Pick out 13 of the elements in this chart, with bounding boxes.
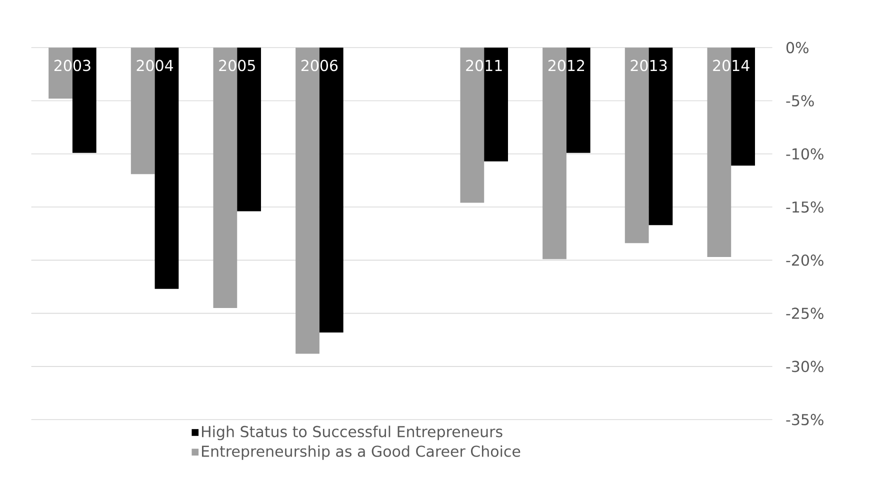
y-tick-label: -25% [786, 308, 824, 319]
legend-label: Entrepreneurship as a Good Career Choice [202, 445, 520, 460]
y-tick-label: -35% [786, 414, 824, 426]
y-tick-label: -10% [786, 148, 824, 160]
y-tick-label: -20% [786, 254, 824, 266]
x-tick-label: 2003 [54, 60, 90, 72]
y-tick-label: -5% [786, 95, 814, 106]
y-tick-label: -30% [786, 360, 824, 372]
legend-label: High Status to Successful Entrepreneurs [202, 426, 502, 440]
x-tick-label: 2006 [301, 60, 338, 72]
y-tick-label: -15% [786, 201, 824, 213]
y-tick-label: 0% [786, 42, 808, 54]
x-tick-label: 2014 [713, 60, 750, 72]
